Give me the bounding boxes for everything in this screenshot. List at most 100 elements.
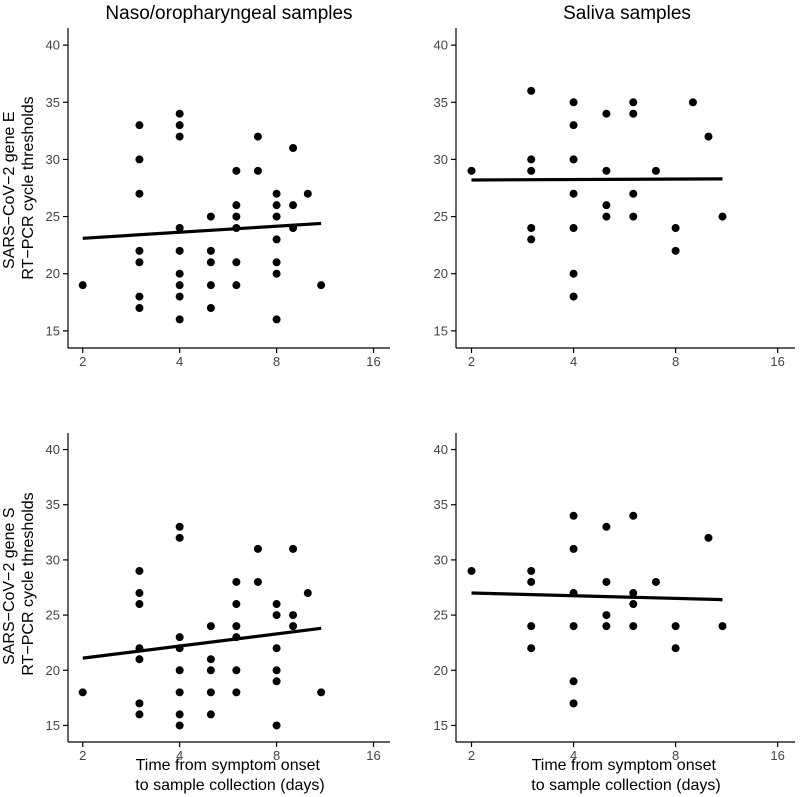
naso-gene-s-point <box>206 666 215 675</box>
saliva-gene-s-point <box>629 622 638 631</box>
saliva-gene-e-point <box>718 212 727 221</box>
saliva-gene-e-point <box>569 224 578 232</box>
naso-gene-e-xtick-label: 2 <box>79 354 86 369</box>
saliva-gene-s-point <box>718 622 727 631</box>
saliva-gene-s-point <box>569 511 578 520</box>
naso-gene-e-ytick-label: 15 <box>46 323 60 338</box>
row2-ylabel-line2: RT−PCR cycle thresholds <box>20 492 37 675</box>
naso-gene-e-point <box>303 189 312 198</box>
saliva-gene-e-xtick-label: 16 <box>770 354 784 369</box>
naso-gene-e-point <box>175 315 184 324</box>
saliva-gene-e-xtick-label: 8 <box>672 354 679 369</box>
naso-gene-s-point <box>232 666 241 675</box>
naso-gene-e-point <box>78 281 87 290</box>
naso-gene-s-point <box>272 666 281 675</box>
row1-ylabel-line1: SARS−CoV−2 gene E <box>1 112 18 269</box>
xlabel-left-line1: Time from symptom onset <box>136 757 321 774</box>
naso-gene-s-point <box>135 566 144 575</box>
naso-gene-s-ytick-label: 15 <box>46 718 60 733</box>
naso-gene-e-point <box>206 246 215 255</box>
naso-gene-e-point <box>272 269 281 278</box>
saliva-gene-e-ytick-label: 40 <box>434 38 448 53</box>
saliva-gene-e-fit-line <box>471 177 723 182</box>
naso-gene-s-point <box>289 611 298 620</box>
row1-ylabel: SARS−CoV−2 gene E RT−PCR cycle threshold… <box>1 96 37 279</box>
saliva-gene-s-point <box>467 566 476 575</box>
naso-gene-s-point <box>175 688 184 697</box>
naso-gene-e-point <box>289 201 298 210</box>
naso-gene-s-point <box>206 710 215 719</box>
xlabel-right-line1: Time from symptom onset <box>532 757 717 774</box>
naso-gene-e-point <box>135 258 144 267</box>
saliva-gene-s-point <box>602 622 611 631</box>
saliva-gene-e-point <box>629 189 638 198</box>
saliva-gene-e-point <box>671 224 680 232</box>
saliva-gene-s-point <box>671 644 680 653</box>
saliva-gene-s-ytick-label: 35 <box>434 497 448 512</box>
naso-gene-e-point <box>175 121 184 130</box>
saliva-gene-s-point <box>527 577 536 586</box>
naso-gene-e-point <box>206 212 215 221</box>
saliva-gene-e-point <box>671 246 680 255</box>
saliva-gene-s-ytick-label: 15 <box>434 718 448 733</box>
naso-gene-s-point <box>175 666 184 675</box>
saliva-gene-e-point <box>629 109 638 118</box>
naso-gene-e-xtick-label: 16 <box>366 354 380 369</box>
saliva-gene-e-xtick-label: 2 <box>468 354 475 369</box>
naso-gene-s-point <box>253 544 262 553</box>
naso-gene-e-point <box>253 166 262 175</box>
saliva-gene-e-point <box>527 166 536 175</box>
naso-gene-e-point <box>232 201 241 210</box>
naso-gene-e-point <box>272 315 281 324</box>
naso-gene-s-ytick-label: 40 <box>46 442 60 457</box>
saliva-gene-e-point <box>602 212 611 221</box>
naso-gene-s-point <box>135 589 144 598</box>
naso-gene-e-point <box>232 281 241 290</box>
saliva-gene-e-point <box>629 98 638 107</box>
naso-gene-e-point <box>175 281 184 290</box>
saliva-gene-e-point <box>569 189 578 198</box>
naso-gene-e-point <box>175 109 184 118</box>
naso-gene-e-point <box>272 235 281 244</box>
saliva-gene-s-point <box>629 511 638 520</box>
naso-gene-e-xtick-label: 8 <box>273 354 280 369</box>
naso-gene-s-xtick-label: 16 <box>366 748 380 763</box>
saliva-gene-e-point <box>602 166 611 175</box>
saliva-gene-e-point <box>629 212 638 221</box>
naso-gene-e-point <box>175 224 184 232</box>
naso-gene-s-point <box>272 644 281 653</box>
saliva-gene-e-point <box>704 132 713 141</box>
naso-gene-e-point <box>232 212 241 221</box>
naso-gene-s-point <box>289 544 298 553</box>
naso-gene-s-point <box>135 710 144 719</box>
saliva-gene-s-ytick-label: 40 <box>434 442 448 457</box>
naso-gene-s-ytick-label: 30 <box>46 552 60 567</box>
saliva-gene-e-ytick-label: 25 <box>434 209 448 224</box>
saliva-gene-e-point <box>569 121 578 130</box>
naso-gene-s-point <box>206 688 215 697</box>
saliva-gene-e-point <box>527 224 536 232</box>
row1-ylabel-line2: RT−PCR cycle thresholds <box>20 96 37 279</box>
saliva-gene-s-xtick-label: 16 <box>770 748 784 763</box>
naso-gene-e-ytick-label: 30 <box>46 152 60 167</box>
saliva-gene-s-fit-line <box>471 591 723 602</box>
naso-gene-s-point <box>272 677 281 686</box>
saliva-gene-e-point <box>602 109 611 118</box>
naso-gene-s-point <box>303 589 312 598</box>
naso-gene-s-point <box>175 633 184 642</box>
naso-gene-e-point <box>135 304 144 312</box>
saliva-gene-s-ytick-label: 30 <box>434 552 448 567</box>
saliva-gene-e-point <box>602 201 611 210</box>
saliva-gene-e-xtick-label: 4 <box>570 354 577 369</box>
xlabel-right-line2: to sample collection (days) <box>531 777 720 794</box>
naso-gene-e-point <box>135 121 144 130</box>
saliva-gene-s-point <box>651 577 660 586</box>
naso-gene-s-ytick-label: 35 <box>46 497 60 512</box>
naso-gene-s-point <box>135 655 144 664</box>
saliva-gene-s-ytick-label: 20 <box>434 663 448 678</box>
saliva-gene-s-xtick-label: 8 <box>672 748 679 763</box>
saliva-gene-s-point <box>527 644 536 653</box>
naso-gene-e-point <box>135 292 144 301</box>
